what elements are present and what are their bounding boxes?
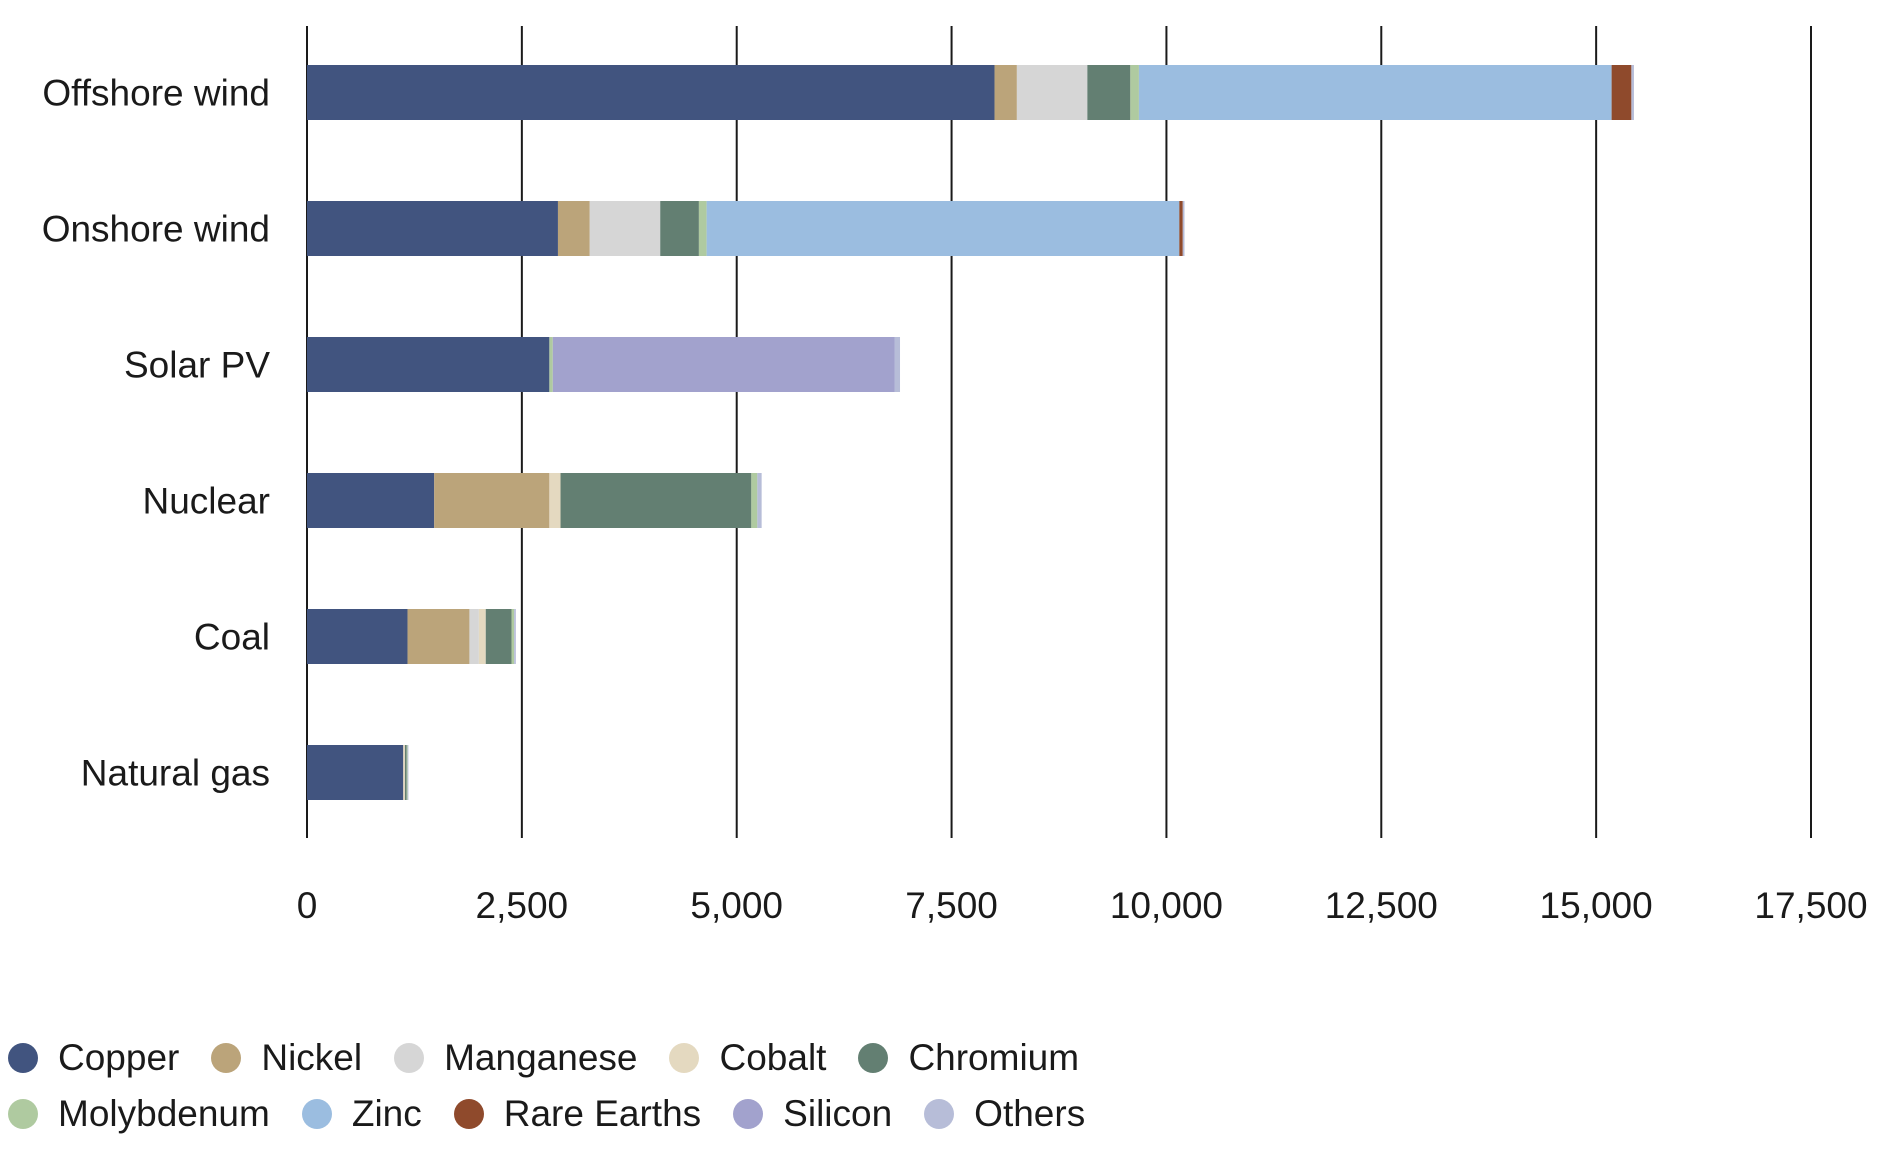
bar-segment-copper: [307, 473, 435, 528]
category-label: Onshore wind: [42, 209, 270, 250]
legend-label: Manganese: [444, 1037, 638, 1078]
bar-segment-manganese: [1016, 65, 1088, 120]
legend-swatch: [733, 1099, 764, 1129]
legend-item: Copper: [8, 1037, 179, 1079]
legend-swatch: [924, 1099, 955, 1129]
legend-item: Nickel: [211, 1037, 362, 1079]
legend-label: Silicon: [783, 1093, 893, 1134]
legend-label: Others: [974, 1093, 1086, 1134]
bar-segment-others: [1631, 65, 1634, 120]
bar-segment-chromium: [1087, 65, 1131, 120]
legend-item: Manganese: [394, 1037, 637, 1079]
bar-segment-manganese: [589, 201, 661, 256]
bar-segment-zinc: [1138, 65, 1612, 120]
gridlines: [306, 26, 1812, 838]
bar-segment-manganese: [469, 609, 479, 664]
bar-segment-silicon: [552, 337, 895, 392]
bar-segment-copper: [307, 745, 404, 800]
legend: Copper Nickel Manganese Cobalt Chromium Molyb…: [8, 1030, 1888, 1142]
legend-swatch: [453, 1099, 484, 1129]
legend-swatch: [8, 1099, 38, 1129]
category-label: Solar PV: [124, 345, 270, 386]
category-label: Nuclear: [143, 481, 271, 522]
bar-segment-chromium: [485, 609, 512, 664]
legend-item: Cobalt: [669, 1037, 826, 1079]
bar-segment-molybdenum: [698, 201, 707, 256]
legend-item: Silicon: [733, 1093, 892, 1135]
legend-item: Others: [924, 1093, 1085, 1135]
legend-row: Copper Nickel Manganese Cobalt Chromium: [8, 1030, 1888, 1086]
bar-segment-cobalt: [549, 473, 561, 528]
bar-segment-molybdenum: [549, 337, 553, 392]
legend-item: Chromium: [858, 1037, 1079, 1079]
legend-row: Molybdenum Zinc Rare Earths Silicon Others: [8, 1086, 1888, 1142]
bar-segment-chromium: [660, 201, 699, 256]
x-tick-label: 12,500: [1325, 885, 1438, 926]
bars: [307, 65, 1634, 800]
bar-segment-others: [407, 745, 409, 800]
bar-segment-rare-earths: [1611, 65, 1632, 120]
bar-segment-copper: [307, 609, 408, 664]
bar-segment-nickel: [434, 473, 550, 528]
legend-label: Rare Earths: [503, 1093, 702, 1134]
legend-label: Cobalt: [719, 1037, 827, 1078]
x-tick-label: 2,500: [476, 885, 569, 926]
category-label: Natural gas: [81, 753, 270, 794]
bar-segment-cobalt: [478, 609, 486, 664]
x-tick-label: 7,500: [905, 885, 998, 926]
bar-segment-copper: [307, 201, 558, 256]
legend-item: Rare Earths: [453, 1093, 702, 1135]
bar-segment-zinc: [706, 201, 1180, 256]
bar-segment-copper: [307, 337, 550, 392]
bar-segment-molybdenum: [1130, 65, 1139, 120]
bar-segment-molybdenum: [751, 473, 758, 528]
legend-swatch: [669, 1043, 700, 1073]
bar-segment-chromium: [404, 745, 407, 800]
category-label: Coal: [194, 617, 270, 658]
bar-segment-nickel: [994, 65, 1017, 120]
x-tick-label: 17,500: [1754, 885, 1867, 926]
bar-segment-others: [894, 337, 901, 392]
legend-swatch: [211, 1043, 242, 1073]
legend-swatch: [301, 1099, 332, 1129]
bar-segment-others: [514, 609, 516, 664]
stacked-bar-chart: Offshore wind Onshore wind Solar PV Nuclear…: [42, 26, 1868, 926]
category-labels: Offshore wind Onshore wind Solar PV Nuclear…: [42, 73, 271, 794]
legend-label: Copper: [58, 1037, 180, 1078]
legend-label: Zinc: [351, 1093, 422, 1134]
legend-label: Chromium: [908, 1037, 1080, 1078]
bar-segment-others: [757, 473, 762, 528]
x-tick-label: 15,000: [1540, 885, 1653, 926]
bar-segment-molybdenum: [406, 745, 408, 800]
bar-segment-nickel: [407, 609, 470, 664]
bar-segment-molybdenum: [511, 609, 515, 664]
bar-segment-others: [1182, 201, 1185, 256]
x-tick-label: 10,000: [1110, 885, 1223, 926]
legend-swatch: [394, 1043, 425, 1073]
legend-swatch: [8, 1043, 38, 1073]
bar-segment-cobalt: [403, 745, 405, 800]
bar-segment-copper: [307, 65, 995, 120]
legend-label: Nickel: [261, 1037, 363, 1078]
bar-segment-chromium: [560, 473, 752, 528]
legend-item: Zinc: [301, 1093, 422, 1135]
legend-swatch: [858, 1043, 889, 1073]
bar-segment-nickel: [557, 201, 590, 256]
legend-label: Molybdenum: [58, 1093, 270, 1134]
x-axis-tick-labels: 0 2,500 5,000 7,500 10,000 12,500 15,000 17,500: [297, 885, 1868, 926]
bar-segment-rare-earths: [1179, 201, 1183, 256]
x-tick-label: 5,000: [690, 885, 783, 926]
category-label: Offshore wind: [42, 73, 270, 114]
legend-item: Molybdenum: [8, 1093, 270, 1135]
x-tick-label: 0: [297, 885, 318, 926]
